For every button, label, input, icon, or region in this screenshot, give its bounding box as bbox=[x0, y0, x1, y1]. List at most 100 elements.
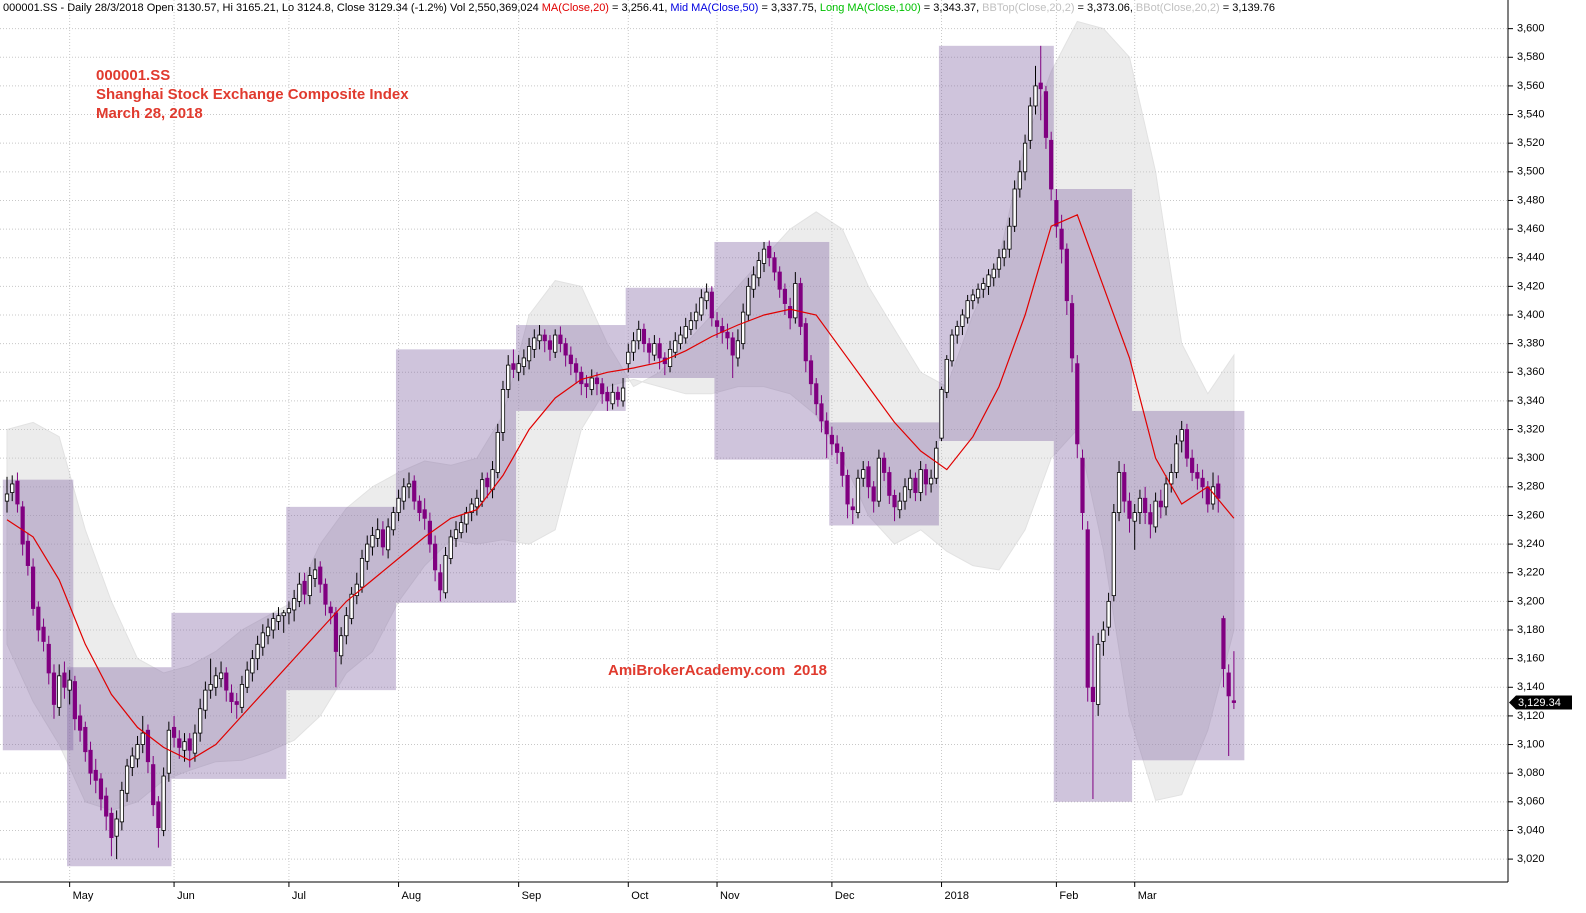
candle-body bbox=[1028, 105, 1033, 141]
candle-body bbox=[861, 469, 866, 479]
y-tick-label: 3,340 bbox=[1517, 395, 1545, 407]
candle-body bbox=[996, 257, 1002, 270]
y-tick-label: 3,380 bbox=[1517, 338, 1545, 350]
candle-body bbox=[892, 495, 897, 508]
header-segment: = 3,373.06, bbox=[1075, 2, 1133, 14]
candle-body bbox=[1043, 91, 1049, 138]
candle-body bbox=[375, 529, 380, 539]
header-segment: = 3,256.41, bbox=[609, 2, 667, 14]
candle-body bbox=[876, 457, 881, 502]
candle-layer bbox=[4, 45, 1237, 860]
candle-body bbox=[835, 443, 840, 453]
candle-body bbox=[198, 708, 203, 734]
candle-body bbox=[1148, 512, 1153, 525]
candle-body bbox=[386, 526, 391, 551]
candle-body bbox=[443, 555, 448, 594]
candle-body bbox=[365, 543, 370, 562]
candle-body bbox=[767, 245, 772, 259]
candle-body bbox=[318, 566, 323, 585]
candle-body bbox=[495, 432, 500, 473]
candle-body bbox=[1090, 686, 1096, 702]
y-tick-label: 3,420 bbox=[1517, 280, 1545, 292]
candle-body bbox=[208, 684, 213, 691]
candle-body bbox=[218, 672, 224, 680]
candle-body bbox=[1059, 228, 1064, 250]
candle-body bbox=[339, 635, 344, 657]
candle-body bbox=[631, 340, 636, 353]
candle-body bbox=[573, 363, 579, 373]
y-tick-label: 3,200 bbox=[1517, 595, 1545, 607]
candle-body bbox=[788, 306, 793, 319]
candle-body bbox=[229, 692, 234, 702]
candle-body bbox=[1017, 171, 1022, 190]
y-tick-label: 3,540 bbox=[1517, 108, 1545, 120]
candle-body bbox=[840, 452, 845, 476]
candle-body bbox=[772, 257, 777, 273]
candle-body bbox=[114, 818, 119, 837]
candle-body bbox=[192, 732, 198, 754]
candle-body bbox=[1111, 512, 1116, 597]
candle-body bbox=[615, 391, 620, 400]
candle-body bbox=[380, 529, 385, 548]
candle-body bbox=[109, 812, 114, 839]
candle-body bbox=[171, 726, 177, 738]
y-tick-label: 3,300 bbox=[1517, 452, 1545, 464]
watermark: AmiBrokerAcademy.com 2018 bbox=[608, 662, 827, 679]
candle-body bbox=[1096, 643, 1101, 705]
candle-body bbox=[1101, 629, 1106, 642]
candle-body bbox=[182, 741, 187, 751]
candle-body bbox=[699, 297, 704, 316]
candle-body bbox=[1195, 472, 1200, 479]
candle-body bbox=[923, 469, 928, 485]
candle-body bbox=[448, 536, 453, 559]
candle-body bbox=[845, 474, 850, 505]
candle-body bbox=[730, 337, 735, 356]
candle-body bbox=[36, 606, 41, 631]
candle-body bbox=[271, 618, 276, 631]
candle-body bbox=[1106, 600, 1111, 628]
candle-body bbox=[485, 477, 490, 488]
y-tick-label: 3,120 bbox=[1517, 710, 1545, 722]
candle-body bbox=[855, 477, 861, 513]
text-layer: 000001.SS - Daily 28/3/2018 Open 3130.57… bbox=[3, 2, 1275, 679]
candle-body bbox=[777, 271, 782, 290]
y-tick-label: 3,500 bbox=[1517, 166, 1545, 178]
ma-line bbox=[6, 213, 1235, 761]
candle-body bbox=[871, 486, 876, 502]
candle-body bbox=[479, 479, 485, 502]
candle-body bbox=[302, 580, 307, 595]
candle-body bbox=[354, 583, 359, 597]
axis-layer: 3,020 3,040 3,060 3,080 3,100 3,120 3,140 3,160… bbox=[0, 0, 1572, 902]
candle-body bbox=[511, 363, 516, 370]
candle-body bbox=[1221, 618, 1226, 670]
candle-body bbox=[683, 326, 688, 339]
candle-body bbox=[746, 285, 751, 316]
candle-body bbox=[918, 469, 923, 493]
header: 000001.SS - Daily 28/3/2018 Open 3130.57… bbox=[3, 2, 1275, 14]
y-tick-label: 3,600 bbox=[1517, 23, 1545, 35]
candle-body bbox=[255, 643, 260, 660]
y-tick-label: 3,360 bbox=[1517, 366, 1545, 378]
candle-body bbox=[641, 328, 647, 345]
candle-body bbox=[281, 612, 286, 617]
candle-body bbox=[62, 672, 67, 688]
y-tick-label: 3,480 bbox=[1517, 194, 1545, 206]
candle-body bbox=[344, 615, 349, 637]
chart-title: 000001.SS bbox=[96, 67, 170, 84]
header-segment: = 3,343.37, bbox=[921, 2, 979, 14]
x-tick-label: Jul bbox=[292, 890, 306, 902]
candle-body bbox=[1069, 303, 1075, 359]
candle-body bbox=[412, 480, 417, 502]
candle-body bbox=[57, 675, 62, 708]
y-tick-label: 3,100 bbox=[1517, 738, 1545, 750]
y-tick-label: 3,440 bbox=[1517, 252, 1545, 264]
candle-body bbox=[83, 726, 88, 753]
candle-body bbox=[584, 383, 589, 387]
candle-body bbox=[579, 371, 584, 385]
candle-body bbox=[391, 512, 396, 531]
candle-body bbox=[1163, 483, 1169, 508]
header-segment: BBTop(Close,20,2) bbox=[982, 2, 1074, 14]
